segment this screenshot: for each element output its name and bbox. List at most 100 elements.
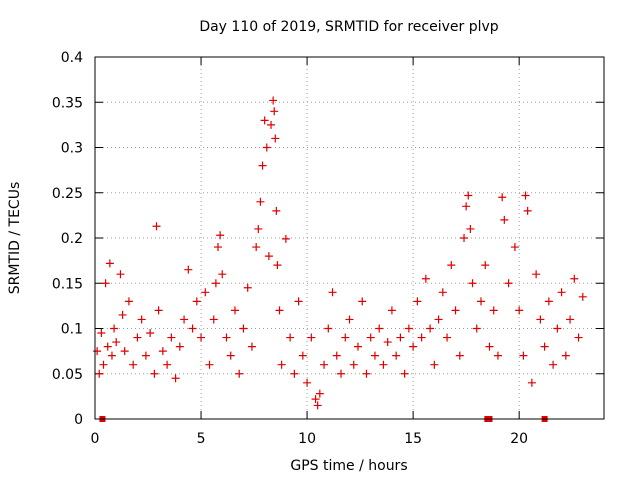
- data-point: [103, 342, 112, 351]
- data-point: [387, 306, 396, 315]
- data-point: [332, 351, 341, 360]
- data-point: [549, 360, 558, 369]
- data-point: [277, 360, 286, 369]
- data-point: [557, 288, 566, 297]
- data-point: [366, 333, 375, 342]
- data-point: [426, 324, 435, 333]
- data-point: [472, 324, 481, 333]
- data-point: [175, 342, 184, 351]
- x-tick-label: 0: [91, 431, 100, 447]
- data-point: [222, 333, 231, 342]
- data-point: [510, 243, 519, 252]
- data-point: [184, 265, 193, 274]
- data-point: [320, 360, 329, 369]
- data-point: [307, 333, 316, 342]
- data-point: [235, 369, 244, 378]
- data-point: [493, 351, 502, 360]
- y-tick-label: 0.1: [61, 322, 83, 338]
- data-point: [515, 306, 524, 315]
- data-point: [211, 279, 220, 288]
- data-point: [167, 333, 176, 342]
- data-point: [311, 395, 320, 404]
- data-point: [462, 202, 471, 211]
- data-point: [466, 224, 475, 233]
- chart-title: Day 110 of 2019, SRMTID for receiver plv…: [199, 19, 498, 35]
- data-point: [118, 310, 127, 319]
- data-point: [226, 351, 235, 360]
- data-point: [171, 374, 180, 383]
- data-point: [124, 297, 133, 306]
- data-point: [158, 347, 167, 356]
- data-point: [105, 259, 114, 268]
- data-point: [254, 224, 263, 233]
- data-point: [129, 360, 138, 369]
- data-point: [141, 351, 150, 360]
- data-point: [243, 283, 252, 292]
- data-point: [150, 369, 159, 378]
- data-point: [201, 288, 210, 297]
- data-point: [275, 306, 284, 315]
- data-point: [273, 261, 282, 270]
- data-point: [379, 360, 388, 369]
- y-tick-label: 0: [74, 412, 83, 428]
- data-point: [230, 306, 239, 315]
- data-point: [258, 161, 267, 170]
- data-point: [527, 378, 536, 387]
- data-point: [112, 338, 121, 347]
- data-point: [353, 342, 362, 351]
- data-point: [154, 306, 163, 315]
- data-points: [93, 96, 587, 422]
- y-tick-label: 0.35: [52, 95, 83, 111]
- data-point: [561, 351, 570, 360]
- data-point: [324, 324, 333, 333]
- y-tick-label: 0.2: [61, 231, 83, 247]
- data-point: [286, 333, 295, 342]
- data-point: [413, 297, 422, 306]
- data-point: [120, 347, 129, 356]
- data-point: [97, 329, 106, 338]
- data-point: [267, 120, 276, 129]
- data-point: [392, 351, 401, 360]
- data-point: [434, 315, 443, 324]
- data-point: [163, 360, 172, 369]
- data-point: [264, 252, 273, 261]
- data-point: [464, 191, 473, 200]
- y-tick-label: 0.4: [61, 50, 83, 66]
- x-tick-label: 15: [404, 431, 422, 447]
- data-point: [443, 333, 452, 342]
- x-tick-label: 10: [298, 431, 316, 447]
- data-point: [93, 347, 102, 356]
- data-point: [375, 324, 384, 333]
- data-point: [498, 193, 507, 202]
- y-tick-label: 0.3: [61, 141, 83, 157]
- data-point: [209, 315, 218, 324]
- data-point: [313, 401, 322, 410]
- data-point: [460, 234, 469, 242]
- y-tick-label: 0.15: [52, 276, 83, 292]
- x-tick-label: 5: [197, 431, 206, 447]
- data-point: [553, 324, 562, 333]
- data-point: [180, 315, 189, 324]
- data-point: [421, 274, 430, 283]
- data-point: [409, 342, 418, 351]
- data-point: [116, 270, 125, 279]
- plot-frame: [94, 56, 605, 420]
- y-axis: 0 0.05 0.1 0.15 0.2 0.25 0.3 0.35 0.4: [52, 50, 604, 428]
- data-point: [337, 369, 346, 378]
- data-point: [205, 360, 214, 369]
- data-point: [485, 342, 494, 351]
- data-point: [218, 270, 227, 279]
- data-point: [447, 261, 456, 270]
- data-point: [262, 143, 271, 152]
- data-point: [328, 288, 337, 297]
- data-point: [521, 191, 530, 200]
- data-point: [256, 197, 265, 206]
- data-point: [270, 107, 279, 116]
- data-point: [298, 351, 307, 360]
- data-point: [95, 369, 104, 378]
- y-tick-label: 0.05: [52, 367, 83, 383]
- x-axis-label: GPS time / hours: [290, 458, 407, 474]
- data-point: [152, 222, 161, 231]
- data-point: [481, 261, 490, 270]
- data-point: [192, 297, 201, 306]
